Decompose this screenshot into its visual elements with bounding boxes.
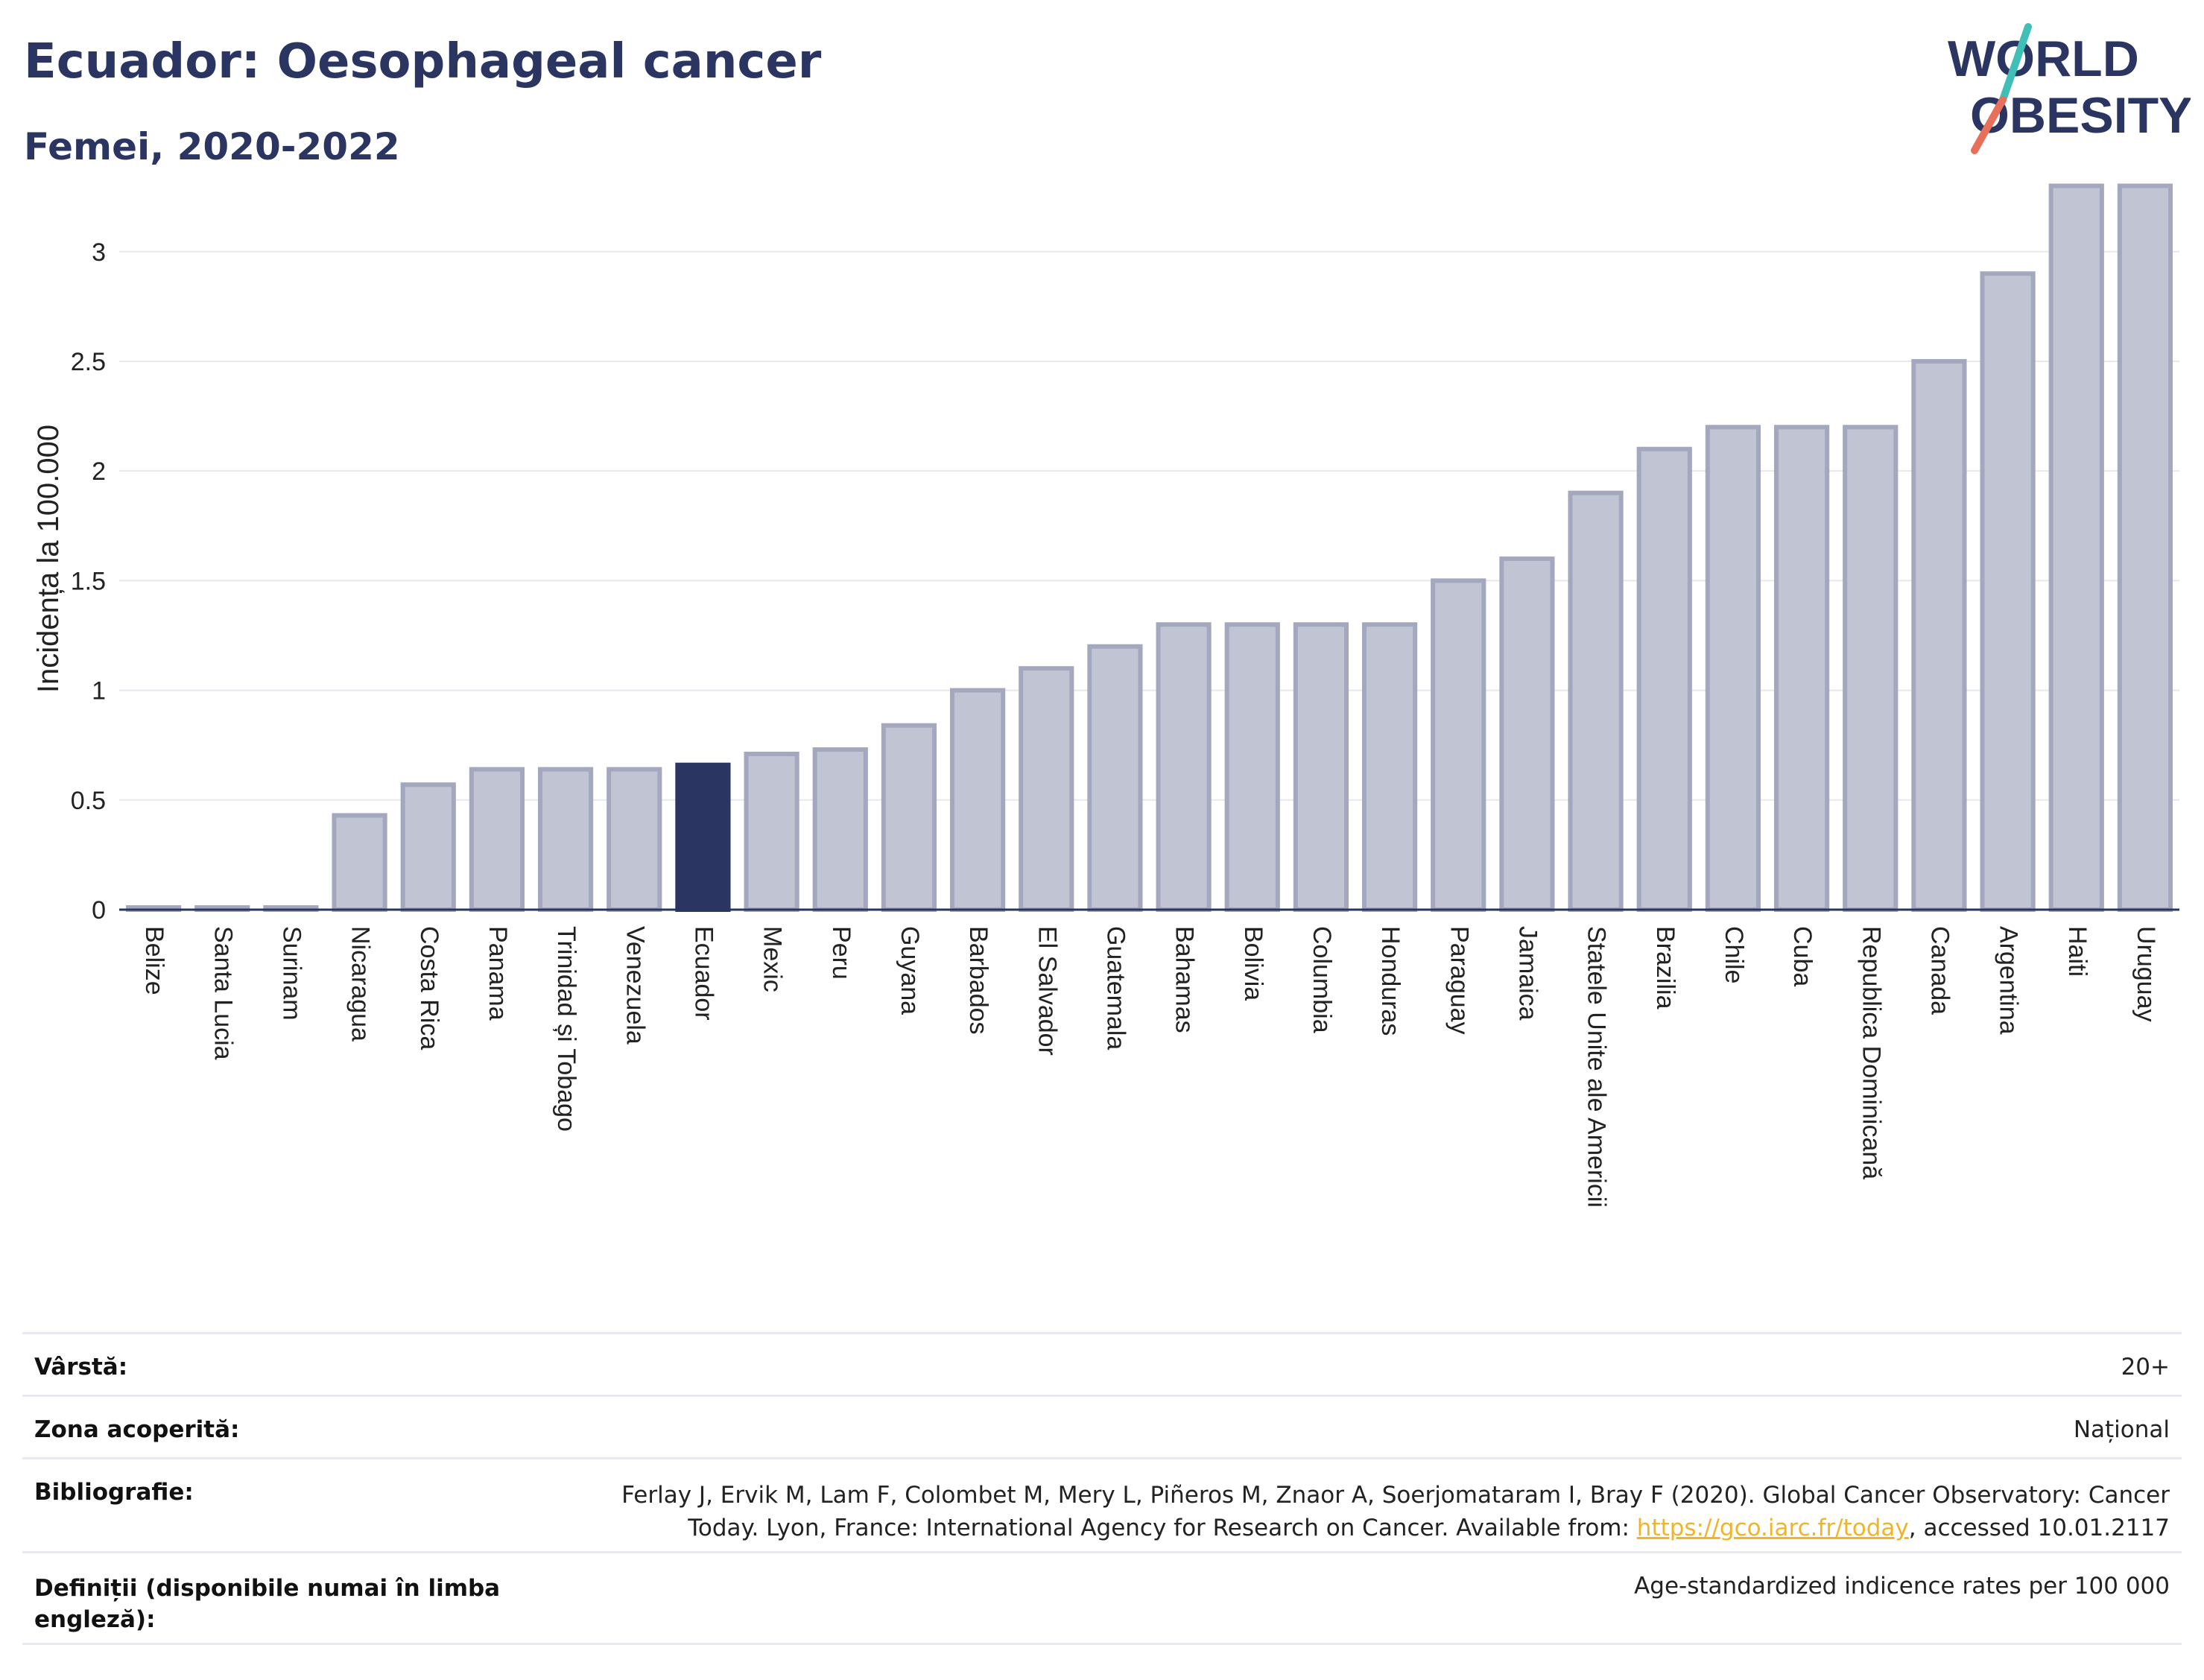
x-tick-label: Chile xyxy=(1720,926,1748,983)
x-tick-label: Surinam xyxy=(277,926,305,1021)
x-tick-label: Uruguay xyxy=(2132,926,2160,1022)
bar xyxy=(1980,271,2036,912)
bar xyxy=(1156,622,1212,912)
y-tick-label: 0 xyxy=(92,896,106,925)
y-tick-labels: 0 0.5 1 1.5 2 2.5 3 xyxy=(71,238,106,925)
area-label: Zona acoperită: xyxy=(34,1416,240,1443)
x-tick-label: Cuba xyxy=(1788,926,1817,986)
x-tick-labels: Belize Santa Lucia Surinam Nicaragua Costa R… xyxy=(140,926,2160,1208)
x-tick-label: Statele Unite ale Americii xyxy=(1583,926,1611,1208)
meta-row-bibliography: Bibliografie: Ferlay J, Ervik M, Lam F, … xyxy=(22,1457,2182,1551)
logo-word-world: WORLD xyxy=(1948,31,2139,87)
x-tick-label: Republica Dominicană xyxy=(1857,926,1885,1179)
gridlines xyxy=(119,250,2179,801)
bar xyxy=(1019,666,1074,912)
x-tick-label: Belize xyxy=(140,926,168,995)
bar xyxy=(537,767,594,912)
logo-slash-bottom xyxy=(1971,96,2007,154)
bar xyxy=(1224,622,1280,912)
meta-row-age: Vârstă: 20+ xyxy=(22,1332,2182,1395)
bar xyxy=(2117,183,2173,913)
bar xyxy=(1431,578,1486,912)
y-tick-label: 2 xyxy=(92,457,106,486)
x-tick-label: Bahamas xyxy=(1171,926,1199,1033)
bibliography-line-1: Ferlay J, Ervik M, Lam F, Colombet M, Me… xyxy=(621,1482,2170,1509)
bar xyxy=(1911,358,1967,912)
x-tick-label: Paraguay xyxy=(1445,926,1473,1035)
bars xyxy=(125,183,2173,913)
area-value: Național xyxy=(2073,1416,2170,1443)
x-tick-label: Peru xyxy=(827,926,855,980)
y-tick-label: 0.5 xyxy=(71,787,106,815)
bar-chart: 0 0.5 1 1.5 2 2.5 3 Belize Santa Lucia Surinam Ni… xyxy=(32,183,2179,1208)
bar xyxy=(1773,425,1830,912)
y-axis-label: Incidența la 100.000 xyxy=(32,425,65,693)
bar xyxy=(1705,425,1761,912)
x-tick-label: Haiti xyxy=(2063,926,2091,977)
bar xyxy=(1087,644,1143,912)
bibliography-value: Ferlay J, Ervik M, Lam F, Colombet M, Me… xyxy=(621,1479,2170,1544)
x-tick-label: Brazilia xyxy=(1651,926,1679,1009)
x-tick-label: Guatemala xyxy=(1101,926,1130,1050)
meta-row-area: Zona acoperită: Național xyxy=(22,1395,2182,1457)
bibliography-label: Bibliografie: xyxy=(34,1479,194,1506)
bibliography-line-2a: Today. Lyon, France: International Agenc… xyxy=(688,1515,1637,1541)
world-obesity-logo: WORLD OBESITY xyxy=(1948,23,2191,154)
bar xyxy=(949,688,1006,913)
bibliography-line-2b: , accessed 10.01.2117 xyxy=(1908,1515,2170,1541)
x-tick-label: Honduras xyxy=(1376,926,1405,1036)
bar xyxy=(1361,622,1418,912)
metadata-table: Vârstă: 20+ Zona acoperită: Național Bib… xyxy=(22,1332,2182,1645)
x-tick-label: El Salvador xyxy=(1033,926,1061,1056)
bar xyxy=(1293,622,1349,912)
bar xyxy=(744,751,799,912)
gco-link[interactable]: https://gco.iarc.fr/today xyxy=(1636,1515,1909,1541)
bar xyxy=(1843,425,1899,912)
x-tick-label: Panama xyxy=(484,926,512,1021)
logo-slash-top xyxy=(1999,23,2032,104)
x-tick-label: Jamaica xyxy=(1513,926,1542,1021)
x-tick-label: Canada xyxy=(1925,926,1954,1015)
bar xyxy=(2048,183,2104,913)
x-tick-label: Costa Rica xyxy=(415,926,443,1050)
x-tick-label: Nicaragua xyxy=(346,926,375,1042)
bar xyxy=(607,767,662,912)
x-tick-label: Bolivia xyxy=(1239,926,1267,1001)
bar xyxy=(400,782,456,913)
bar xyxy=(1568,490,1624,912)
bar xyxy=(469,767,525,912)
bar xyxy=(1499,556,1555,912)
bar xyxy=(881,723,937,912)
y-tick-label: 3 xyxy=(92,238,106,267)
bar xyxy=(332,813,387,913)
x-tick-label: Mexic xyxy=(759,926,787,992)
bar xyxy=(812,747,868,912)
y-tick-label: 1.5 xyxy=(71,567,106,595)
y-tick-label: 2.5 xyxy=(71,348,106,376)
age-value: 20+ xyxy=(2121,1354,2170,1381)
page-subtitle: Femei, 2020-2022 xyxy=(24,125,400,168)
x-tick-label: Venezuela xyxy=(621,926,649,1045)
definitions-value: Age-standardized indicence rates per 100… xyxy=(1634,1573,2170,1600)
bar-highlight-ecuador xyxy=(675,762,731,912)
x-tick-label: Barbados xyxy=(964,926,992,1035)
x-tick-label: Argentina xyxy=(1995,926,2023,1035)
y-tick-label: 1 xyxy=(92,677,106,706)
x-tick-label: Guyana xyxy=(896,926,924,1015)
definitions-label: Definiții (disponibile numai în limba en… xyxy=(34,1575,501,1633)
x-tick-label: Ecuador xyxy=(689,926,718,1021)
x-tick-label: Santa Lucia xyxy=(209,926,237,1060)
x-tick-label: Columbia xyxy=(1308,926,1336,1033)
page-title: Ecuador: Oesophageal cancer xyxy=(24,34,822,89)
x-tick-label: Trinidad și Tobago xyxy=(552,926,580,1132)
bar xyxy=(1636,446,1692,912)
meta-row-definitions: Definiții (disponibile numai în limba en… xyxy=(22,1551,2182,1645)
age-label: Vârstă: xyxy=(34,1354,128,1381)
